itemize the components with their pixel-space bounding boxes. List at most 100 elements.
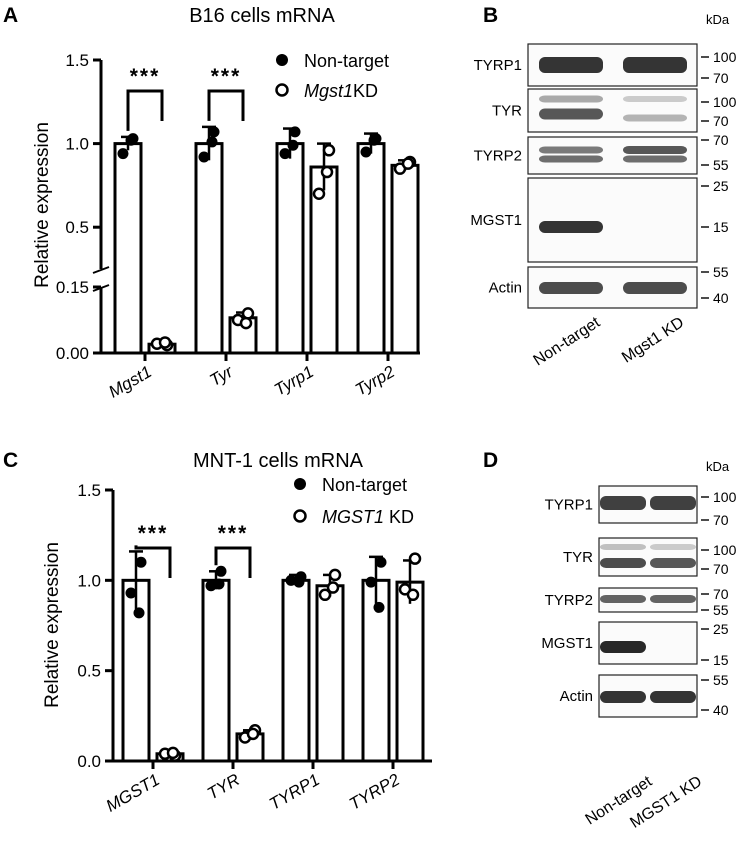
- blot-band: [623, 96, 687, 102]
- data-point: [320, 165, 334, 179]
- blot-row-label: Actin: [560, 688, 593, 705]
- bar: [113, 142, 143, 355]
- blot-band: [539, 95, 603, 103]
- mw-marker-label: 70: [713, 561, 729, 577]
- blot-band: [600, 496, 646, 510]
- panel-letter: A: [3, 4, 18, 27]
- data-point: [289, 126, 301, 138]
- blot-row-label: TYR: [492, 103, 522, 120]
- blot-band: [623, 146, 687, 154]
- data-point: [117, 148, 129, 160]
- data-point: [312, 187, 326, 201]
- blot-row-label: TYR: [563, 549, 593, 566]
- significance-bracket: [214, 546, 252, 578]
- data-point: [365, 576, 377, 588]
- panel-letter: B: [483, 4, 498, 27]
- y-axis-label: Relative expression: [42, 542, 63, 708]
- blot-strip: [527, 177, 698, 263]
- bar: [275, 142, 305, 355]
- blot-band: [650, 558, 696, 568]
- data-point: [279, 148, 291, 160]
- blot-band: [650, 691, 696, 703]
- mw-marker-label: 100: [713, 542, 737, 558]
- y-tick-label: 1.0: [65, 135, 89, 154]
- y-tick-label: 1.5: [65, 51, 89, 70]
- mw-marker-label: 55: [713, 602, 729, 618]
- blot-band: [650, 544, 696, 550]
- blot-band: [650, 595, 696, 603]
- data-point: [408, 552, 422, 565]
- significance-bracket: [126, 89, 164, 131]
- y-tick-label: 0.5: [77, 662, 101, 681]
- data-point: [166, 746, 180, 760]
- data-point: [318, 588, 332, 602]
- blot-band: [539, 146, 603, 154]
- data-point: [206, 136, 218, 148]
- kda-label: kDa: [706, 12, 730, 27]
- data-point: [125, 134, 137, 146]
- data-point: [125, 587, 137, 599]
- blot-row-label: TYRP2: [545, 592, 593, 609]
- y-tick-label: 1.5: [77, 481, 101, 500]
- significance-label: ***: [218, 522, 249, 545]
- blot-row-label: MGST1: [470, 212, 522, 229]
- blot-band: [539, 221, 603, 233]
- y-tick-label: 0.00: [56, 344, 89, 363]
- blot-band: [623, 57, 687, 73]
- x-tick-label: MGST1: [103, 770, 163, 816]
- mw-marker-label: 55: [713, 264, 729, 280]
- data-point: [133, 607, 145, 619]
- panel-letter: D: [483, 449, 498, 472]
- data-point: [287, 139, 299, 151]
- lane-label: Mgst1 KD: [619, 314, 687, 367]
- data-point: [246, 727, 260, 741]
- mw-marker-label: 70: [713, 512, 729, 528]
- blot-band: [600, 558, 646, 568]
- blot-band: [623, 155, 687, 163]
- chart-title: B16 cells mRNA: [189, 5, 335, 27]
- blot-row-label: TYRP1: [474, 57, 522, 74]
- legend-label: Non-target: [304, 51, 389, 71]
- blot-row-label: MGST1: [541, 635, 593, 652]
- x-tick-label: Tyrp1: [271, 362, 317, 400]
- mw-marker-label: 70: [713, 113, 729, 129]
- legend-marker-filled: [276, 54, 288, 66]
- blot-band: [539, 57, 603, 73]
- mw-marker-label: 100: [713, 489, 737, 505]
- kda-label: kDa: [706, 459, 730, 474]
- mw-marker-label: 55: [713, 672, 729, 688]
- mw-marker-label: 25: [713, 178, 729, 194]
- data-point: [135, 556, 147, 568]
- x-tick-label: Tyrp2: [352, 362, 399, 400]
- blot-band: [623, 282, 687, 294]
- legend-marker-open: [293, 509, 307, 523]
- data-point: [213, 578, 225, 590]
- legend-label-gene: MGST1: [322, 507, 384, 527]
- mw-marker-label: 25: [713, 621, 729, 637]
- data-point: [241, 307, 255, 320]
- blot-row-label: Actin: [489, 280, 522, 297]
- y-tick-label: 0.15: [56, 278, 89, 297]
- mw-marker-label: 70: [713, 132, 729, 148]
- data-point: [293, 576, 305, 588]
- x-tick-label: TYRP1: [266, 770, 323, 814]
- x-tick-label: Mgst1: [105, 362, 155, 402]
- legend-label-suffix: KD: [384, 507, 414, 527]
- data-point: [208, 126, 220, 138]
- mw-marker-label: 55: [713, 157, 729, 173]
- mw-marker-label: 70: [713, 586, 729, 602]
- data-point: [328, 568, 342, 582]
- y-tick-label: 0.5: [65, 218, 89, 237]
- bar: [201, 578, 231, 763]
- y-axis-label: Relative expression: [32, 122, 53, 288]
- data-point: [326, 581, 340, 594]
- significance-label: ***: [211, 65, 242, 88]
- mw-marker-label: 15: [713, 219, 729, 235]
- significance-bracket: [134, 545, 172, 578]
- legend-label: Non-target: [322, 475, 407, 495]
- data-point: [401, 157, 415, 170]
- axis-break-mark: [92, 266, 110, 274]
- blot-band: [539, 282, 603, 294]
